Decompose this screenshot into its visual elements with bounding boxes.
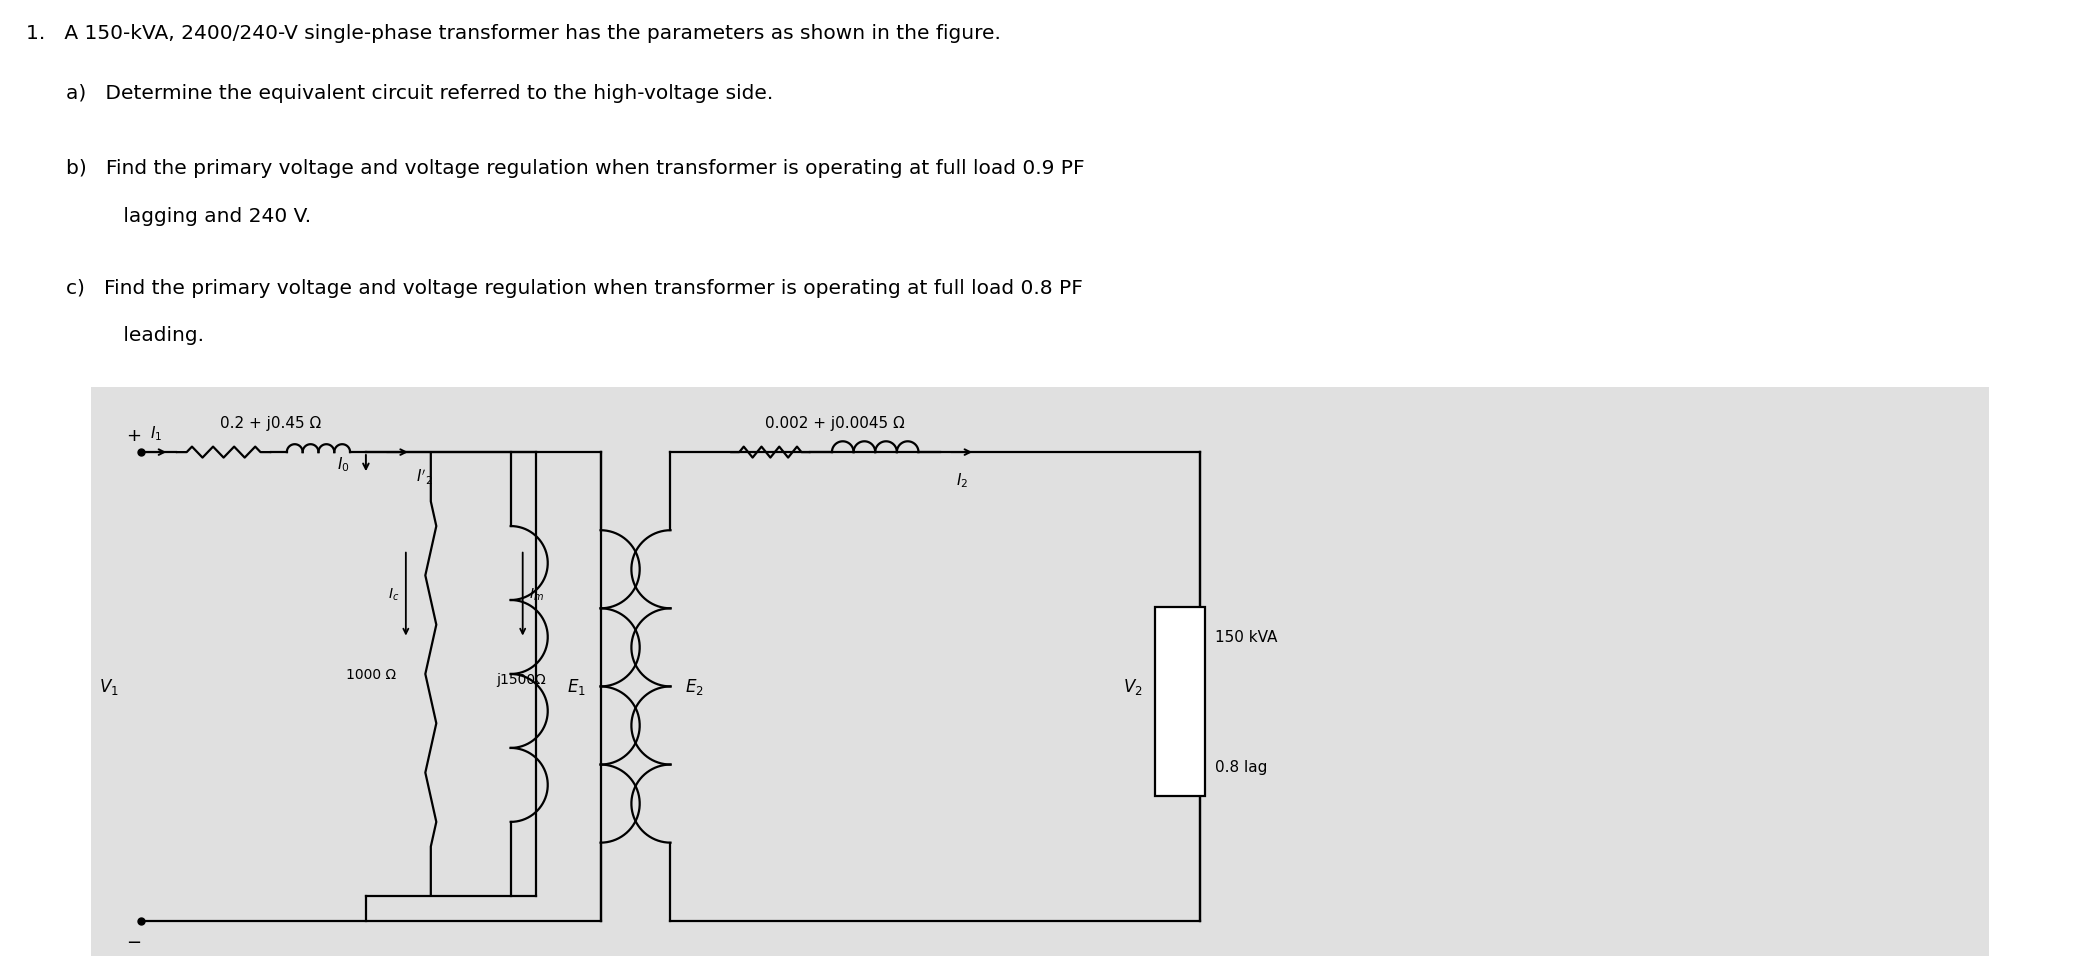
Text: a)   Determine the equivalent circuit referred to the high-voltage side.: a) Determine the equivalent circuit refe… <box>67 84 774 103</box>
Text: 150 kVA: 150 kVA <box>1216 629 1278 645</box>
Text: j1500Ω: j1500Ω <box>496 672 546 686</box>
Text: $V_2$: $V_2$ <box>1124 677 1143 697</box>
Text: 1000 Ω: 1000 Ω <box>346 667 396 681</box>
Text: $I_1$: $I_1$ <box>150 424 163 443</box>
Text: 0.2 + j0.45 Ω: 0.2 + j0.45 Ω <box>221 416 321 431</box>
Text: lagging and 240 V.: lagging and 240 V. <box>67 206 311 226</box>
Text: $E_2$: $E_2$ <box>686 677 705 697</box>
Text: b)   Find the primary voltage and voltage regulation when transformer is operati: b) Find the primary voltage and voltage … <box>67 159 1084 178</box>
Text: $I_2$: $I_2$ <box>957 471 967 489</box>
Text: $I_c$: $I_c$ <box>388 586 398 603</box>
Text: 1.   A 150-kVA, 2400/240-V single-phase transformer has the parameters as shown : 1. A 150-kVA, 2400/240-V single-phase tr… <box>27 24 1001 43</box>
Text: 0.002 + j0.0045 Ω: 0.002 + j0.0045 Ω <box>765 416 905 431</box>
Text: $V_1$: $V_1$ <box>100 677 119 697</box>
Text: −: − <box>125 933 142 951</box>
Text: $I_m$: $I_m$ <box>530 586 544 603</box>
FancyBboxPatch shape <box>92 388 1989 956</box>
Text: $E_1$: $E_1$ <box>567 677 586 697</box>
Text: 0.8 lag: 0.8 lag <box>1216 759 1268 774</box>
Text: $I'_2$: $I'_2$ <box>415 468 434 487</box>
Bar <box>1155 607 1205 796</box>
Text: $I_0$: $I_0$ <box>338 455 350 474</box>
Text: leading.: leading. <box>67 326 204 345</box>
Text: +: + <box>125 427 140 445</box>
Text: c)   Find the primary voltage and voltage regulation when transformer is operati: c) Find the primary voltage and voltage … <box>67 278 1084 297</box>
